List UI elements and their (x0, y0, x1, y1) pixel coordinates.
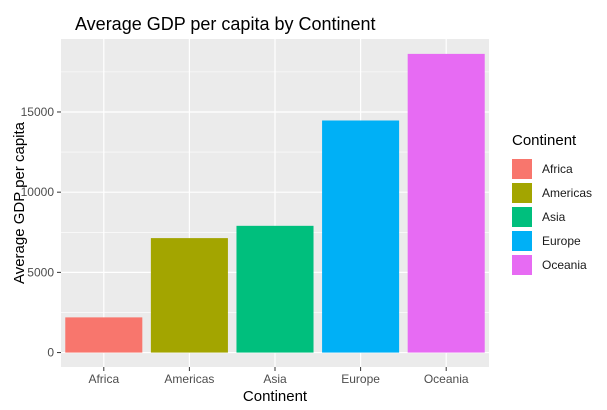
x-tick-label: Asia (263, 372, 287, 386)
bars (65, 53, 485, 353)
legend-label: Americas (542, 186, 593, 200)
legend-label: Asia (542, 210, 566, 224)
legend-items: Africa Americas Asia Europe Oceania (512, 157, 592, 277)
y-tick-label: 15000 (21, 105, 55, 119)
bar-americas (150, 238, 228, 353)
legend: Continent Africa Americas Asia Europe Oceani… (512, 132, 592, 277)
legend-label: Africa (542, 162, 573, 176)
legend-title: Continent (512, 132, 577, 149)
legend-item-asia: Asia (512, 205, 592, 229)
legend-swatch (512, 159, 532, 179)
y-tick-label: 0 (47, 346, 54, 360)
legend-swatch (512, 231, 532, 251)
bar-asia (236, 225, 314, 353)
bar-africa (65, 317, 143, 353)
x-axis-ticks: Africa Americas Asia Europe Oceania (88, 367, 469, 386)
x-tick-label: Oceania (424, 372, 469, 386)
legend-label: Europe (542, 234, 581, 248)
chart-title: Average GDP per capita by Continent (75, 14, 376, 34)
legend-item-europe: Europe (512, 229, 592, 253)
legend-swatch (512, 183, 532, 203)
y-tick-label: 10000 (21, 185, 55, 199)
x-tick-label: Africa (88, 372, 119, 386)
legend-swatch (512, 207, 532, 227)
legend-item-americas: Americas (512, 181, 592, 205)
legend-swatch (512, 255, 532, 275)
x-tick-label: Americas (164, 372, 214, 386)
bar-europe (322, 120, 400, 353)
x-axis-title: Continent (243, 388, 308, 405)
bar-oceania (407, 53, 485, 353)
legend-item-africa: Africa (512, 157, 592, 181)
y-axis-title: Average GDP per capita (11, 121, 28, 284)
y-axis-ticks: 0 5000 10000 15000 (21, 105, 61, 360)
x-tick-label: Europe (341, 372, 380, 386)
legend-label: Oceania (542, 258, 587, 272)
legend-item-oceania: Oceania (512, 253, 592, 277)
y-tick-label: 5000 (27, 265, 54, 279)
